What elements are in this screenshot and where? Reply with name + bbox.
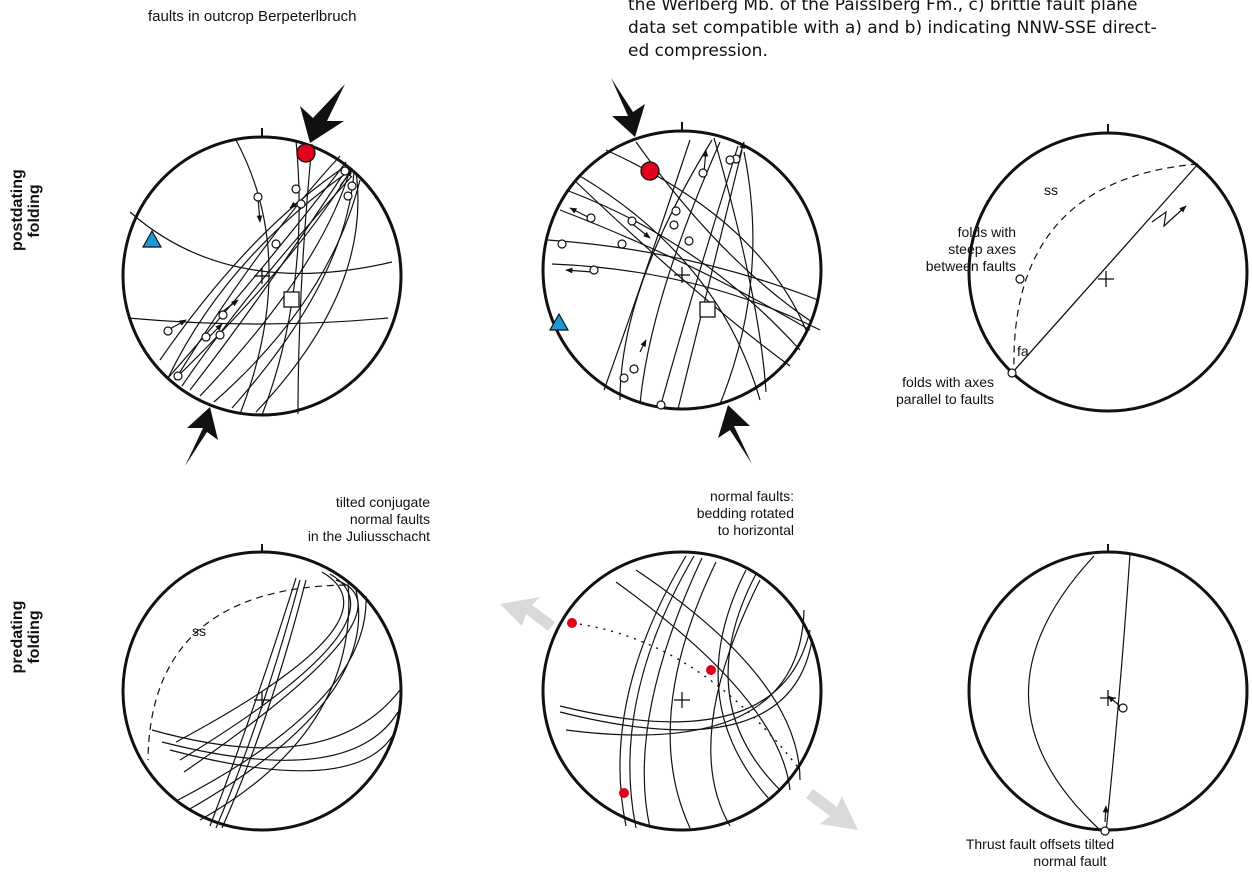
slickenline-arrows (565, 141, 745, 353)
compression-arrow-north (611, 78, 645, 137)
stereonet-b-top (541, 78, 823, 464)
extension-arrow-nw (500, 597, 555, 631)
pole-red-dot-2 (706, 665, 716, 675)
sigma3-blue-triangle-icon (141, 229, 163, 248)
title-juliusschacht: tilted conjugate normal faults in the Ju… (307, 494, 430, 544)
label-steep-axes: folds with steep axes between faults (925, 224, 1016, 274)
sigma2-square-icon (699, 301, 716, 318)
bedding-ss-dashed (1013, 163, 1199, 371)
bedding-ss-dashed (147, 584, 347, 761)
slickenline-arrow-center (1107, 695, 1121, 707)
stereonet-c-bottom (967, 544, 1249, 836)
tilted-normal-fault (1027, 555, 1101, 831)
extension-arrow-se (806, 789, 858, 830)
striation-point-center (1118, 703, 1128, 713)
label-fa: fa (1017, 343, 1029, 359)
pole-red-dot-3 (619, 788, 629, 798)
caption-line-3: ed compression. (628, 41, 768, 61)
label-parallel-axes: folds with axes parallel to faults (895, 374, 994, 407)
pole-red-dot-1 (567, 618, 577, 628)
fold-axis-parallel (1007, 368, 1017, 378)
compression-arrow-south (718, 405, 752, 464)
fault-great-circles (547, 137, 821, 410)
sigma2-square-icon (283, 291, 300, 308)
caption-line-1: the Werlberg Mb. of the Paisslberg Fm., … (628, 0, 1138, 15)
sigma1-red-dot (640, 161, 660, 181)
label-thrust-fault: Thrust fault offsets tilted normal fault (965, 836, 1115, 869)
sigma1-red-dot (296, 143, 316, 163)
fault-great-circles (127, 139, 393, 416)
thrust-fault (1105, 553, 1131, 833)
center-cross (1098, 271, 1114, 287)
label-ss-bottom: ss (192, 623, 206, 639)
bedding-rotation-dotted (571, 622, 801, 771)
striation-points (557, 154, 741, 410)
figure-caption: the Werlberg Mb. of the Paisslberg Fm., … (628, 0, 1252, 63)
stereonet-c-top (967, 124, 1249, 413)
stereonet-a-top (121, 84, 403, 466)
title-normal-faults: normal faults: bedding rotated to horizo… (696, 488, 794, 538)
fault-great-circles (151, 571, 401, 829)
title-berpeterlbruch: faults in outcrop Berpeterlbruch (148, 8, 357, 25)
primitive-circle (541, 550, 823, 832)
center-cross (1100, 690, 1116, 706)
slickenline-arrow (1151, 205, 1187, 228)
sigma3-blue-triangle-icon (548, 312, 570, 331)
fault-great-circles (559, 555, 813, 829)
compression-arrow-north (300, 84, 345, 143)
stereonet-b-bottom (500, 550, 858, 832)
center-cross (674, 692, 690, 708)
slickenline-arrow-bottom (1102, 805, 1109, 823)
striation-point-bottom (1100, 826, 1110, 836)
fault-plane (1011, 163, 1199, 374)
stereonet-a-bottom (121, 544, 403, 832)
label-ss-top: ss (1044, 182, 1058, 198)
compression-arrow-south (185, 407, 218, 466)
striation-points (163, 166, 357, 381)
caption-line-2: data set compatible with a) and b) indic… (628, 18, 1157, 38)
fold-axis-steep (1015, 274, 1025, 284)
